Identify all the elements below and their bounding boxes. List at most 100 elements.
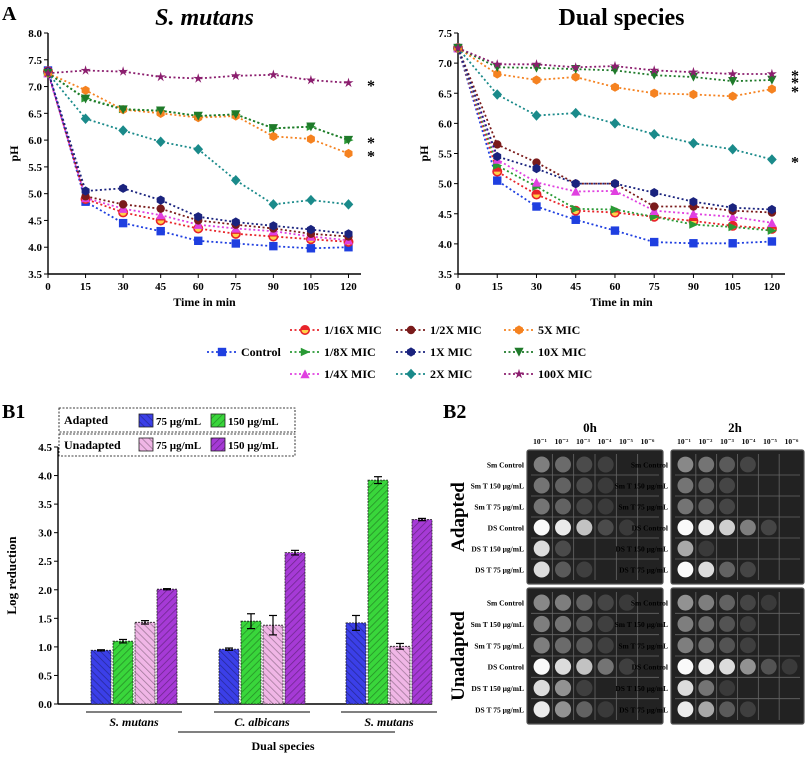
y-tick-label: 7.0 [28, 82, 42, 94]
y-tick-label: 5.0 [28, 189, 42, 201]
y-axis-label: pH [417, 145, 431, 162]
data-point [610, 205, 620, 214]
y-tick-label: 8.0 [28, 28, 42, 40]
data-point [767, 204, 776, 215]
colony-spot [576, 658, 593, 675]
x-tick-label: 15 [492, 281, 504, 293]
data-point [728, 239, 737, 248]
legend-label: 1/2X MIC [430, 323, 482, 337]
colony-spot [554, 701, 572, 718]
colony-spot [698, 519, 715, 536]
colony-spot [555, 561, 571, 578]
chart-title: S. mutans [155, 5, 254, 31]
data-point [532, 163, 541, 174]
legend-label: 1/4X MIC [324, 367, 376, 381]
row-label: Sm T 75 µg/mL [618, 641, 668, 650]
data-point [194, 212, 203, 222]
colony-spot [677, 561, 694, 578]
significance-marker: * [367, 135, 375, 152]
colony-spot [618, 594, 636, 611]
legend-label: 1/8X MIC [324, 345, 376, 359]
colony-spot [698, 561, 715, 578]
bar [345, 622, 367, 705]
colony-spot [740, 701, 756, 718]
data-point [767, 237, 777, 246]
colony-spot [740, 594, 756, 611]
y-tick-label: 4.5 [28, 215, 42, 227]
data-point [611, 82, 619, 92]
x-tick-label: 75 [230, 281, 242, 293]
plate-image [670, 587, 805, 725]
data-point [230, 70, 241, 81]
colony-spot [698, 594, 715, 611]
colony-spot [698, 616, 715, 632]
colony-spot [533, 637, 550, 654]
colony-spot [698, 498, 715, 515]
colony-spot [698, 658, 715, 675]
data-point [306, 134, 315, 144]
y-tick-label: 0.5 [38, 670, 52, 682]
series-line [47, 72, 349, 206]
adapted-label: Adapted [448, 482, 469, 552]
data-point [156, 195, 165, 205]
colony-spot [533, 594, 550, 611]
colony-spot [740, 658, 756, 675]
bar [156, 588, 178, 705]
y-tick-label: 4.0 [38, 471, 52, 483]
category-label: S. mutans [109, 715, 159, 729]
x-tick-label: 0 [455, 281, 461, 293]
y-tick-label: 4.5 [38, 442, 52, 454]
colony-spot [719, 658, 735, 675]
line-chart-dual-species: 3.5 4.0 4.5 5.0 5.5 6.0 6.5 7.0 7.5 0 15 30 45 60 75 90… [417, 5, 799, 309]
significance-marker: * [791, 84, 799, 101]
data-point [570, 107, 581, 119]
x-tick-label: 60 [193, 281, 205, 293]
colony-spot [533, 658, 550, 675]
x-axis-label: Time in min [590, 295, 653, 309]
data-point [343, 199, 354, 210]
data-point [728, 91, 737, 101]
row-label: DS Control [488, 663, 524, 672]
colony-spot [740, 519, 756, 536]
dilution-label: 10⁻⁴ [598, 437, 612, 446]
colony-spot [719, 701, 735, 718]
legend-swatch [210, 413, 226, 428]
data-point [493, 140, 502, 149]
unadapted-label: Unadapted [448, 611, 469, 701]
dilution-label: 10⁻³ [720, 437, 734, 446]
row-label: Sm Control [487, 461, 524, 470]
x-tick-label: 45 [570, 281, 582, 293]
y-tick-label: 7.5 [28, 55, 42, 67]
data-point [231, 217, 240, 227]
data-point [649, 128, 660, 140]
legend-label: 10X MIC [538, 345, 586, 359]
bar [367, 479, 389, 705]
colony-spot [533, 498, 550, 515]
data-point [688, 138, 699, 149]
colony-spot [677, 701, 694, 718]
colony-spot [597, 701, 614, 718]
dilution-label: 10⁻⁴ [742, 437, 756, 446]
data-point [610, 186, 620, 196]
legend-unadapted-label: Unadapted [64, 438, 121, 452]
row-label: Sm T 150 µg/mL [471, 482, 524, 491]
legend-marker [300, 347, 311, 357]
data-point [81, 186, 90, 196]
colony-spot [677, 456, 694, 473]
row-label: DS T 75 µg/mL [475, 566, 524, 575]
row-label: DS Control [488, 524, 524, 533]
colony-spot [618, 658, 636, 675]
data-point [118, 218, 128, 228]
legend-swatch-label: 75 µg/mL [156, 440, 201, 452]
dilution-label: 10⁻⁵ [763, 437, 777, 446]
colony-spot [760, 519, 777, 536]
colony-spot [740, 561, 756, 578]
x-tick-label: 60 [609, 281, 621, 293]
data-point [611, 179, 619, 189]
legend-box-unadapted [58, 433, 296, 457]
colony-spot [719, 498, 735, 515]
data-point [118, 125, 128, 136]
plate-image [526, 449, 664, 585]
legend-swatch-label: 150 µg/mL [228, 440, 279, 452]
legend-label: 2X MIC [430, 367, 472, 381]
